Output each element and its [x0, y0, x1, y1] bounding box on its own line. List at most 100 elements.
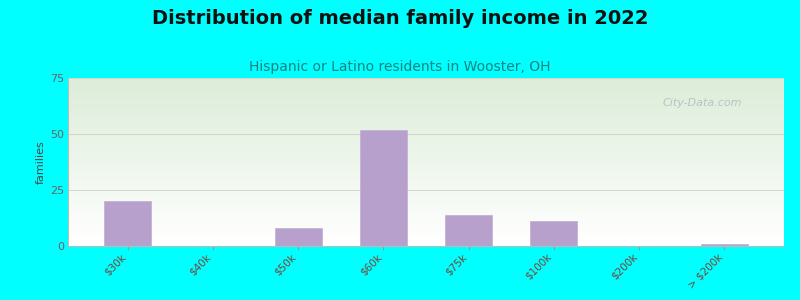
Bar	[68, 108, 784, 109]
Bar	[68, 121, 784, 122]
Bar	[68, 101, 784, 102]
Bar	[68, 243, 784, 244]
Bar	[68, 164, 784, 165]
Bar	[68, 154, 784, 155]
Bar	[68, 158, 784, 159]
Bar	[68, 132, 784, 133]
Bar	[68, 196, 784, 197]
Bar	[68, 78, 784, 79]
Bar	[68, 195, 784, 196]
Bar	[68, 100, 784, 101]
Bar	[68, 179, 784, 180]
Bar	[68, 134, 784, 135]
Bar	[68, 141, 784, 142]
Bar	[274, 228, 322, 246]
Bar	[68, 83, 784, 84]
Bar	[68, 106, 784, 107]
Bar	[68, 84, 784, 85]
Bar	[68, 200, 784, 201]
Bar	[68, 187, 784, 188]
Bar	[68, 171, 784, 172]
Bar	[68, 228, 784, 229]
Bar	[68, 129, 784, 130]
Bar	[68, 238, 784, 239]
Bar	[68, 221, 784, 222]
Bar	[68, 245, 784, 246]
Bar	[68, 97, 784, 98]
Bar	[68, 151, 784, 152]
Bar	[68, 102, 784, 103]
Bar	[68, 213, 784, 214]
Bar	[68, 130, 784, 131]
Bar	[68, 206, 784, 207]
Bar	[68, 125, 784, 126]
Bar	[68, 197, 784, 198]
Bar	[68, 136, 784, 137]
Bar	[68, 210, 784, 211]
Bar	[68, 157, 784, 158]
Bar	[68, 188, 784, 189]
Bar	[68, 230, 784, 231]
Bar	[68, 146, 784, 147]
Bar	[68, 205, 784, 206]
Bar	[68, 87, 784, 88]
Bar	[68, 178, 784, 179]
Bar	[360, 130, 407, 246]
Bar	[68, 190, 784, 191]
Bar	[68, 109, 784, 110]
Bar	[68, 193, 784, 194]
Bar	[68, 222, 784, 223]
Bar	[68, 208, 784, 209]
Bar	[68, 88, 784, 89]
Bar	[68, 168, 784, 169]
Bar	[68, 239, 784, 240]
Bar	[68, 143, 784, 144]
Bar	[68, 192, 784, 193]
Bar	[68, 149, 784, 150]
Bar	[68, 148, 784, 149]
Bar	[104, 201, 151, 246]
Bar	[68, 147, 784, 148]
Bar	[68, 99, 784, 100]
Bar	[68, 90, 784, 91]
Bar	[68, 124, 784, 125]
Bar	[68, 186, 784, 187]
Bar	[68, 80, 784, 81]
Bar	[68, 225, 784, 226]
Bar	[68, 161, 784, 162]
Bar	[68, 236, 784, 237]
Bar	[445, 214, 492, 246]
Bar	[68, 201, 784, 202]
Bar	[530, 221, 578, 246]
Bar	[68, 150, 784, 151]
Bar	[68, 169, 784, 170]
Bar	[68, 135, 784, 136]
Bar	[68, 81, 784, 82]
Bar	[68, 238, 784, 239]
Bar	[68, 177, 784, 178]
Bar	[68, 85, 784, 86]
Bar	[68, 96, 784, 97]
Bar	[68, 204, 784, 205]
Bar	[68, 211, 784, 212]
Bar	[68, 86, 784, 87]
Bar	[68, 216, 784, 217]
Bar	[68, 105, 784, 106]
Bar	[68, 144, 784, 145]
Bar	[68, 145, 784, 146]
Bar	[68, 116, 784, 117]
Bar	[68, 235, 784, 236]
Bar	[68, 244, 784, 245]
Bar	[68, 98, 784, 99]
Bar	[68, 183, 784, 184]
Bar	[68, 79, 784, 80]
Bar	[68, 237, 784, 238]
Bar	[68, 104, 784, 105]
Bar	[68, 153, 784, 154]
Bar	[68, 203, 784, 204]
Bar	[68, 152, 784, 153]
Bar	[68, 85, 784, 86]
Text: Distribution of median family income in 2022: Distribution of median family income in …	[152, 9, 648, 28]
Bar	[68, 194, 784, 195]
Bar	[68, 131, 784, 132]
